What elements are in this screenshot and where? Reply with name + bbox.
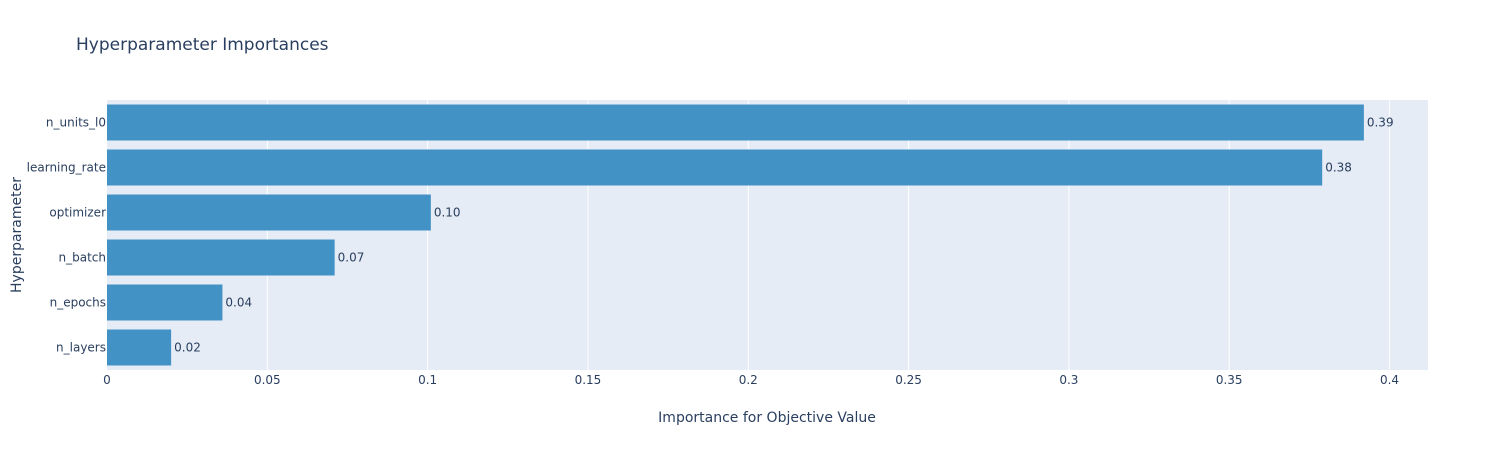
- y-axis-title: Hyperparameter: [9, 177, 25, 293]
- y-tick-label: n_batch: [59, 251, 106, 265]
- x-tick-label: 0.1: [418, 373, 437, 387]
- y-tick-label: n_units_l0: [46, 116, 106, 130]
- bar-value-label: 0.39: [1367, 116, 1394, 130]
- bar-value-label: 0.10: [434, 206, 461, 220]
- bar-value-label: 0.04: [225, 296, 252, 310]
- bar-value-label: 0.02: [174, 341, 201, 355]
- bar-n_layers: [107, 329, 172, 366]
- x-tick-label: 0: [103, 373, 111, 387]
- y-tick-label: learning_rate: [27, 161, 106, 175]
- x-tick-label: 0.3: [1059, 373, 1078, 387]
- bars: [107, 104, 1364, 366]
- bar-value-label: 0.38: [1325, 161, 1352, 175]
- bar-learning_rate: [107, 149, 1323, 186]
- y-tick-label: n_layers: [56, 341, 106, 355]
- x-tick-label: 0.35: [1216, 373, 1243, 387]
- chart-title: Hyperparameter Importances: [76, 35, 329, 55]
- grid-lines: [266, 100, 1391, 370]
- y-tick-label: optimizer: [49, 206, 106, 220]
- bar-n_batch: [107, 239, 335, 276]
- bar-n_epochs: [107, 284, 223, 321]
- bar-value-labels: 0.39 0.38 0.10 0.07 0.04 0.02: [174, 116, 1393, 355]
- x-tick-labels: 0 0.05 0.1 0.15 0.2 0.25 0.3 0.35 0.4: [103, 373, 1399, 387]
- plot-background: [107, 100, 1428, 370]
- x-tick-label: 0.05: [254, 373, 281, 387]
- bar-n_units_l0: [107, 104, 1364, 141]
- bar-optimizer: [107, 194, 431, 231]
- x-tick-label: 0.15: [575, 373, 602, 387]
- x-tick-label: 0.4: [1380, 373, 1399, 387]
- y-tick-labels: n_units_l0 learning_rate optimizer n_batchn…: [27, 116, 106, 355]
- y-tick-label: n_epochs: [50, 296, 106, 310]
- x-tick-label: 0.25: [895, 373, 922, 387]
- x-axis-title: Importance for Objective Value: [658, 410, 876, 426]
- x-tick-label: 0.2: [739, 373, 758, 387]
- bar-value-label: 0.07: [338, 251, 365, 265]
